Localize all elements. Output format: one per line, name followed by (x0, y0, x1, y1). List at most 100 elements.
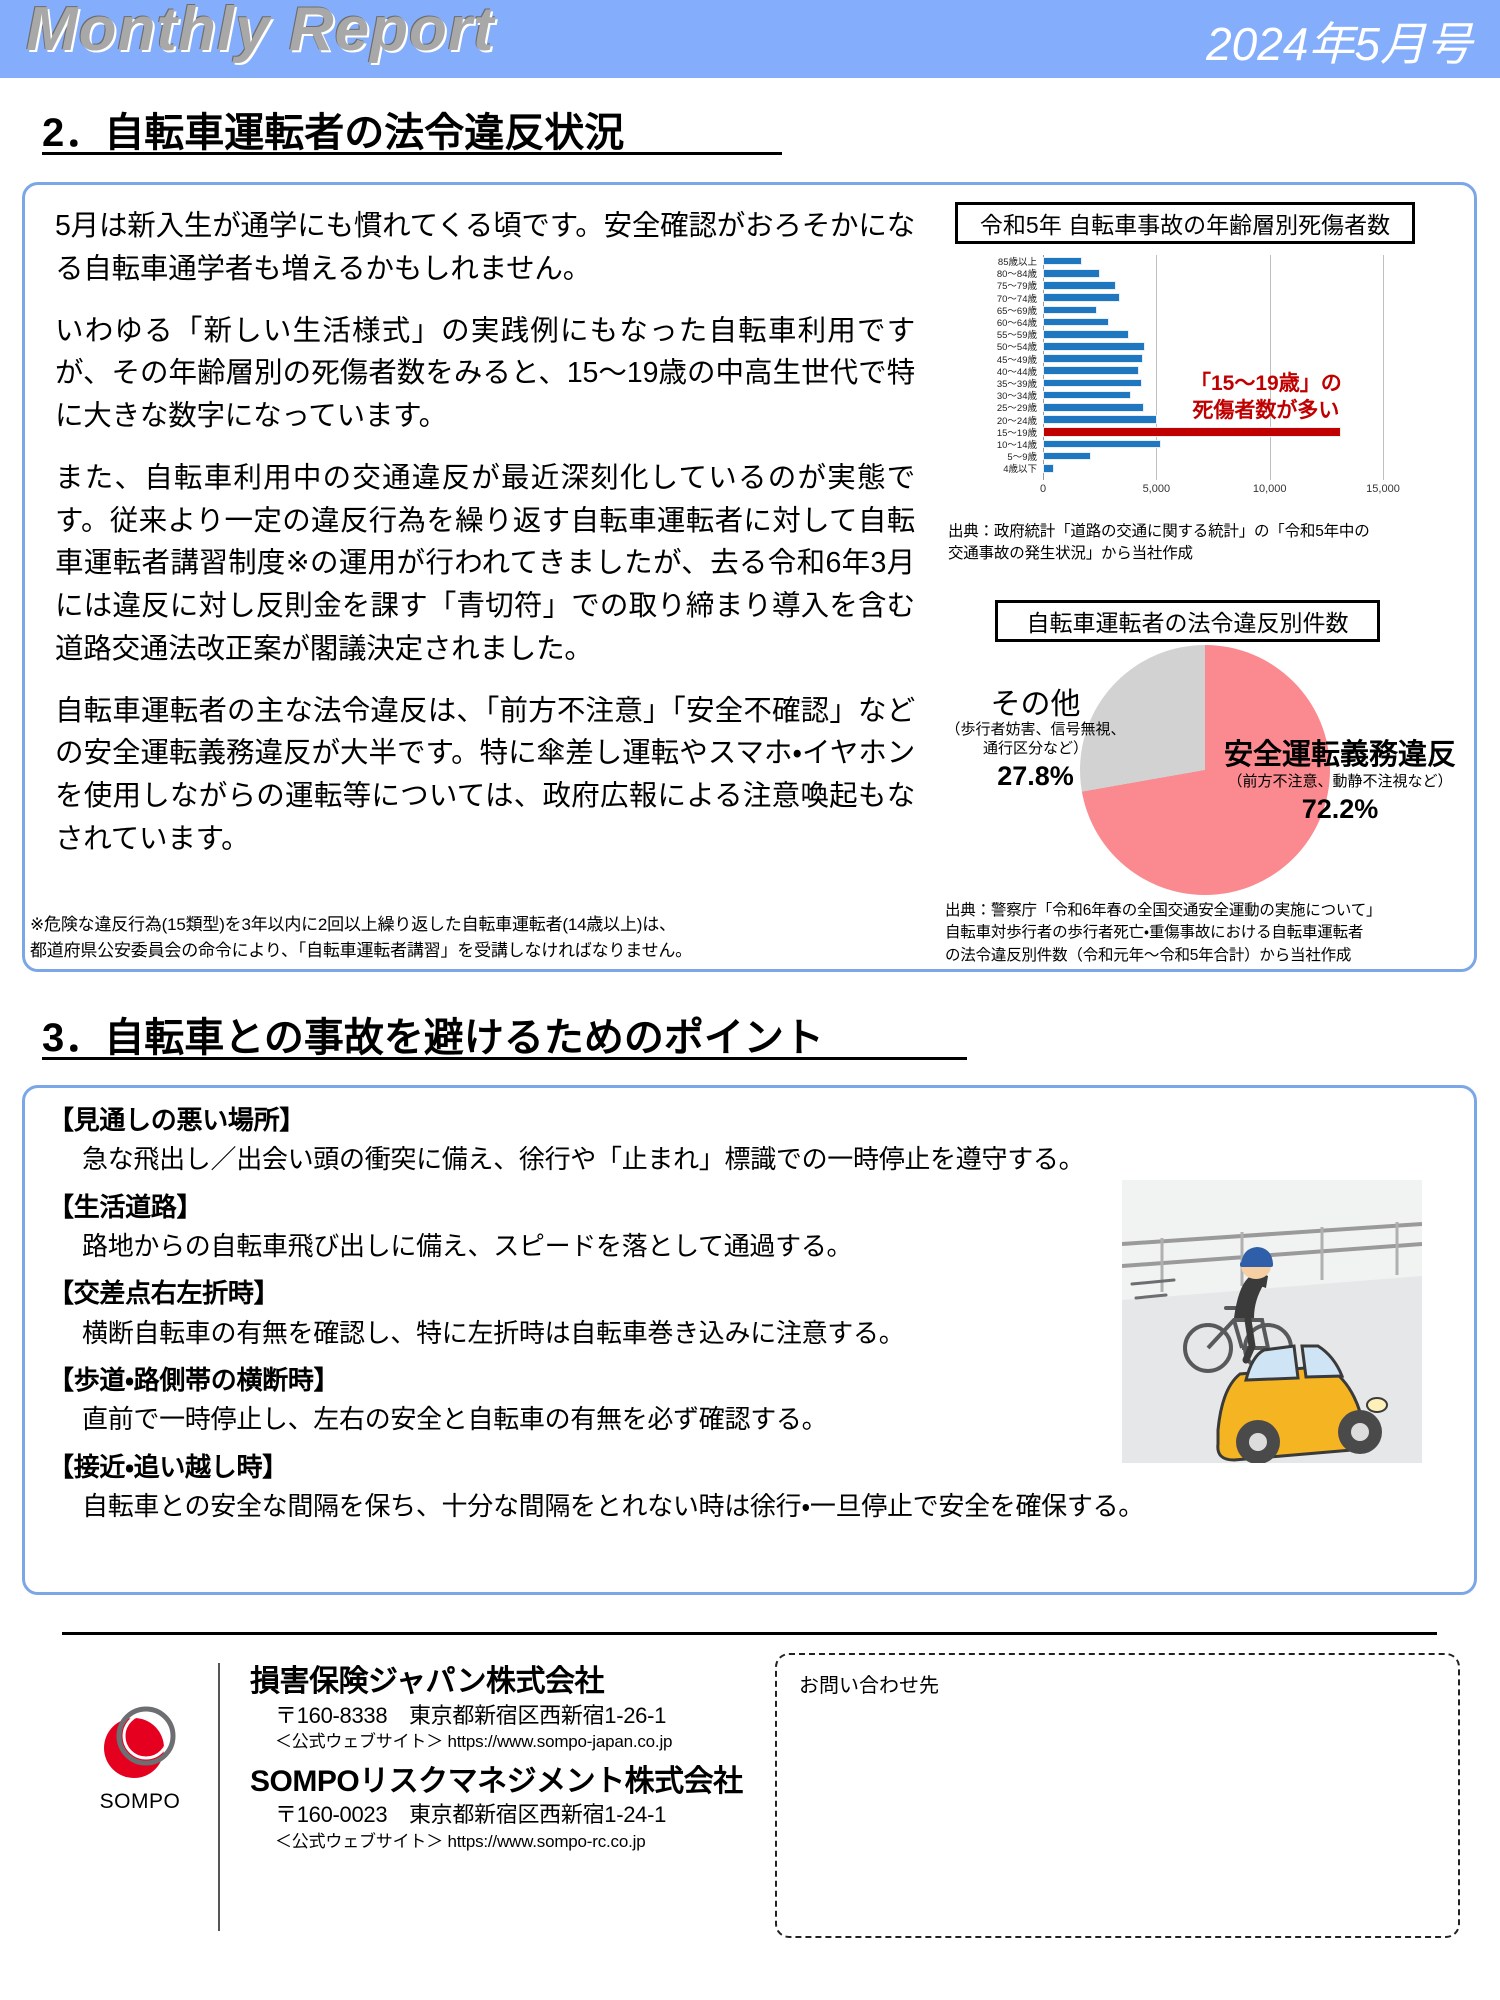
sompo-logo-mark-icon (94, 1700, 186, 1788)
bar-row (1043, 304, 1383, 316)
company-1-website-url[interactable]: https://www.sompo-japan.co.jp (447, 1732, 673, 1752)
bar-source-line-1: 出典：政府統計「道路の交通に関する統計」の「令和5年中の (948, 523, 1370, 540)
bar-category-label: 40〜44歳 (955, 365, 1037, 378)
bar-row (1043, 292, 1383, 304)
bar-row (1043, 389, 1383, 401)
bar (1043, 463, 1055, 473)
bar-category-label: 30〜34歳 (955, 389, 1037, 403)
bar-chart-annotation: 「15〜19歳」の 死傷者数が多い (1190, 370, 1342, 425)
bar-row (1043, 450, 1383, 462)
bar-row (1043, 279, 1383, 291)
sompo-logo: SOMPO (75, 1700, 205, 1814)
bar-chart-x-tick: 15,000 (1366, 483, 1400, 495)
pie-other-name: その他 (990, 688, 1081, 721)
footnote-line-1: ※危険な違反行為(15類型)を3年以内に2回以上繰り返した自転車運転者(14歳以… (30, 915, 676, 934)
bar-chart-source: 出典：政府統計「道路の交通に関する統計」の「令和5年中の 交通事故の発生状況」か… (948, 521, 1448, 566)
bar-category-label: 80〜84歳 (955, 267, 1037, 281)
bar-row (1043, 438, 1383, 450)
bar-category-label: 65〜69歳 (955, 304, 1037, 317)
bar-category-label-text: 45〜49歳 (996, 354, 1037, 366)
contact-box[interactable]: お問い合わせ先 (775, 1653, 1460, 1938)
point-body: 自転車との安全な間隔を保ち、十分な間隔をとれない時は徐行・一旦停止で安全を確保す… (82, 1490, 1144, 1521)
pie-main-sub: （前方不注意、動静不注視など） (1227, 772, 1453, 790)
bar-highlighted (1043, 426, 1342, 437)
pie-other-percent: 27.8% (997, 760, 1074, 791)
section2-heading-rule (42, 152, 782, 155)
bar-category-label-text: 55〜59歳 (996, 330, 1037, 342)
pie-source-line-1: 出典：警察庁「令和6年春の全国交通安全運動の実施について」 (945, 902, 1382, 919)
bar-chart-gridline (1383, 255, 1384, 480)
bar-category-label-text: 70〜74歳 (996, 293, 1037, 305)
paragraph-2: いわゆる「新しい生活様式」の実践例にもなった自転車利用ですが、その年齢層別の死傷… (55, 314, 915, 433)
pie-main-percent: 72.2% (1301, 794, 1379, 825)
bar-chart: 85歳以上 80〜84歳 75〜79歳 70〜74歳 65〜69歳 60〜64歳 55〜59… (955, 255, 1415, 495)
bar-category-label-text: 30〜34歳 (996, 391, 1037, 403)
company-2-website-label: ＜公式ウェブサイト＞ (275, 1832, 443, 1852)
bar-category-label: 10〜14歳 (955, 438, 1037, 451)
pie-source-line-2: 自転車対歩行者の歩行者死亡・重傷事故における自転車運転者 (945, 924, 1364, 942)
bar-row (1043, 328, 1383, 340)
point-heading: 【生活道路】 (48, 1191, 203, 1222)
paragraph-1: 5月は新入生が通学にも慣れてくる頃です。安全確認がおろそかになる自転車通学者も増… (55, 210, 915, 285)
contact-box-label: お問い合わせ先 (799, 1675, 939, 1697)
bar-category-label: 60〜64歳 (955, 316, 1037, 330)
bar-category-label-text: 40〜44歳 (996, 366, 1037, 378)
bar-category-label: 5〜9歳 (955, 450, 1037, 463)
bar-row (1043, 413, 1383, 425)
bar-category-label: 25〜29歳 (955, 401, 1037, 415)
bar-chart-x-tick: 0 (1039, 483, 1047, 495)
point-body: 路地からの自転車飛び出しに備え、スピードを落として通過する。 (82, 1230, 853, 1261)
bar (1043, 256, 1082, 266)
bar-category-label-text: 35〜39歳 (996, 378, 1037, 390)
bar (1043, 293, 1121, 302)
point-heading: 【見通しの悪い場所】 (48, 1105, 306, 1135)
footer-company-info: 損害保険ジャパン株式会社 〒160-8338 東京都新宿区西新宿1-26-1 ＜… (250, 1663, 750, 1863)
bar (1043, 451, 1091, 461)
bar-row (1043, 316, 1383, 328)
pie-source-line-3: の法令違反別件数（令和元年〜令和5年合計）から当社作成 (945, 946, 1352, 964)
pie-chart-slices (1080, 645, 1330, 895)
pie-main-name: 安全運転義務違反 (1223, 739, 1456, 771)
bar-category-label-text: 25〜29歳 (996, 403, 1037, 415)
bar-chart-bars (1043, 255, 1383, 474)
bar-chart-x-tick: 5,000 (1142, 483, 1171, 495)
bar (1043, 268, 1100, 278)
bar-category-label: 15〜19歳 (955, 426, 1037, 439)
bar (1043, 366, 1140, 376)
section2-footnote: ※危険な違反行為(15類型)を3年以内に2回以上繰り返した自転車運転者(14歳以… (30, 912, 930, 965)
pie-other-sub-2: 通行区分など） (982, 739, 1088, 757)
bar (1043, 281, 1116, 290)
bar-row (1043, 255, 1383, 267)
bar-category-label: 75〜79歳 (955, 279, 1037, 293)
company-2-website[interactable]: ＜公式ウェブサイト＞ https://www.sompo-rc.co.jp (275, 1830, 750, 1854)
section3-heading: 3．自転車との事故を避けるためのポイント (42, 1016, 824, 1060)
illustration-svg (1122, 1180, 1422, 1463)
bar (1043, 305, 1098, 315)
bar-row (1043, 377, 1383, 389)
point-heading: 【接近・追い越し時】 (48, 1451, 288, 1482)
point-body: 直前で一時停止し、左右の安全と自転車の有無を必ず確認する。 (82, 1404, 828, 1435)
footnote-line-2: 都道府県公安委員会の命令により、「自転車運転者講習」を受講しなければなりません。 (30, 941, 692, 961)
footer-divider (218, 1663, 220, 1931)
bar-category-label-text: 60〜64歳 (996, 318, 1037, 330)
bar-category-label-text: 75〜79歳 (996, 281, 1037, 293)
bar (1043, 390, 1132, 400)
pie-chart-title: 自転車運転者の法令違反別件数 (995, 600, 1380, 642)
bar-category-label-text: 80〜84歳 (996, 269, 1037, 281)
bar-chart-gridline (1156, 255, 1158, 480)
pie-label-main: 安全運転義務違反 （前方不注意、動静不注視など） 72.2% (1195, 739, 1485, 828)
company-2-website-url[interactable]: https://www.sompo-rc.co.jp (447, 1832, 646, 1852)
section2-text-column: 5月は新入生が通学にも慣れてくる頃です。安全確認がおろそかになる自転車通学者も増… (55, 205, 915, 880)
report-title: Monthly Report (26, 0, 495, 64)
bar-chart-plot (1043, 255, 1384, 480)
bar-chart-gridline (1269, 255, 1271, 480)
section3-point-list: 【見通しの悪い場所】 急な飛出し／出会い頭の衝突に備え、徐行や「止まれ」標識での一… (48, 1105, 1448, 1538)
company-1-address: 〒160-8338 東京都新宿区西新宿1-26-1 (275, 1702, 667, 1728)
sompo-logo-text: SOMPO (99, 1790, 181, 1813)
bar (1043, 317, 1109, 327)
pie-chart-source: 出典：警察庁「令和6年春の全国交通安全運動の実施について」 自転車対歩行者の歩行… (945, 900, 1475, 967)
pie-other-sub-1: （歩行者妨害、信号無視、 (945, 721, 1126, 738)
bar-category-label: 35〜39歳 (955, 377, 1037, 390)
company-1-website[interactable]: ＜公式ウェブサイト＞ https://www.sompo-japan.co.jp (275, 1730, 750, 1754)
company-1-website-label: ＜公式ウェブサイト＞ (275, 1732, 443, 1752)
